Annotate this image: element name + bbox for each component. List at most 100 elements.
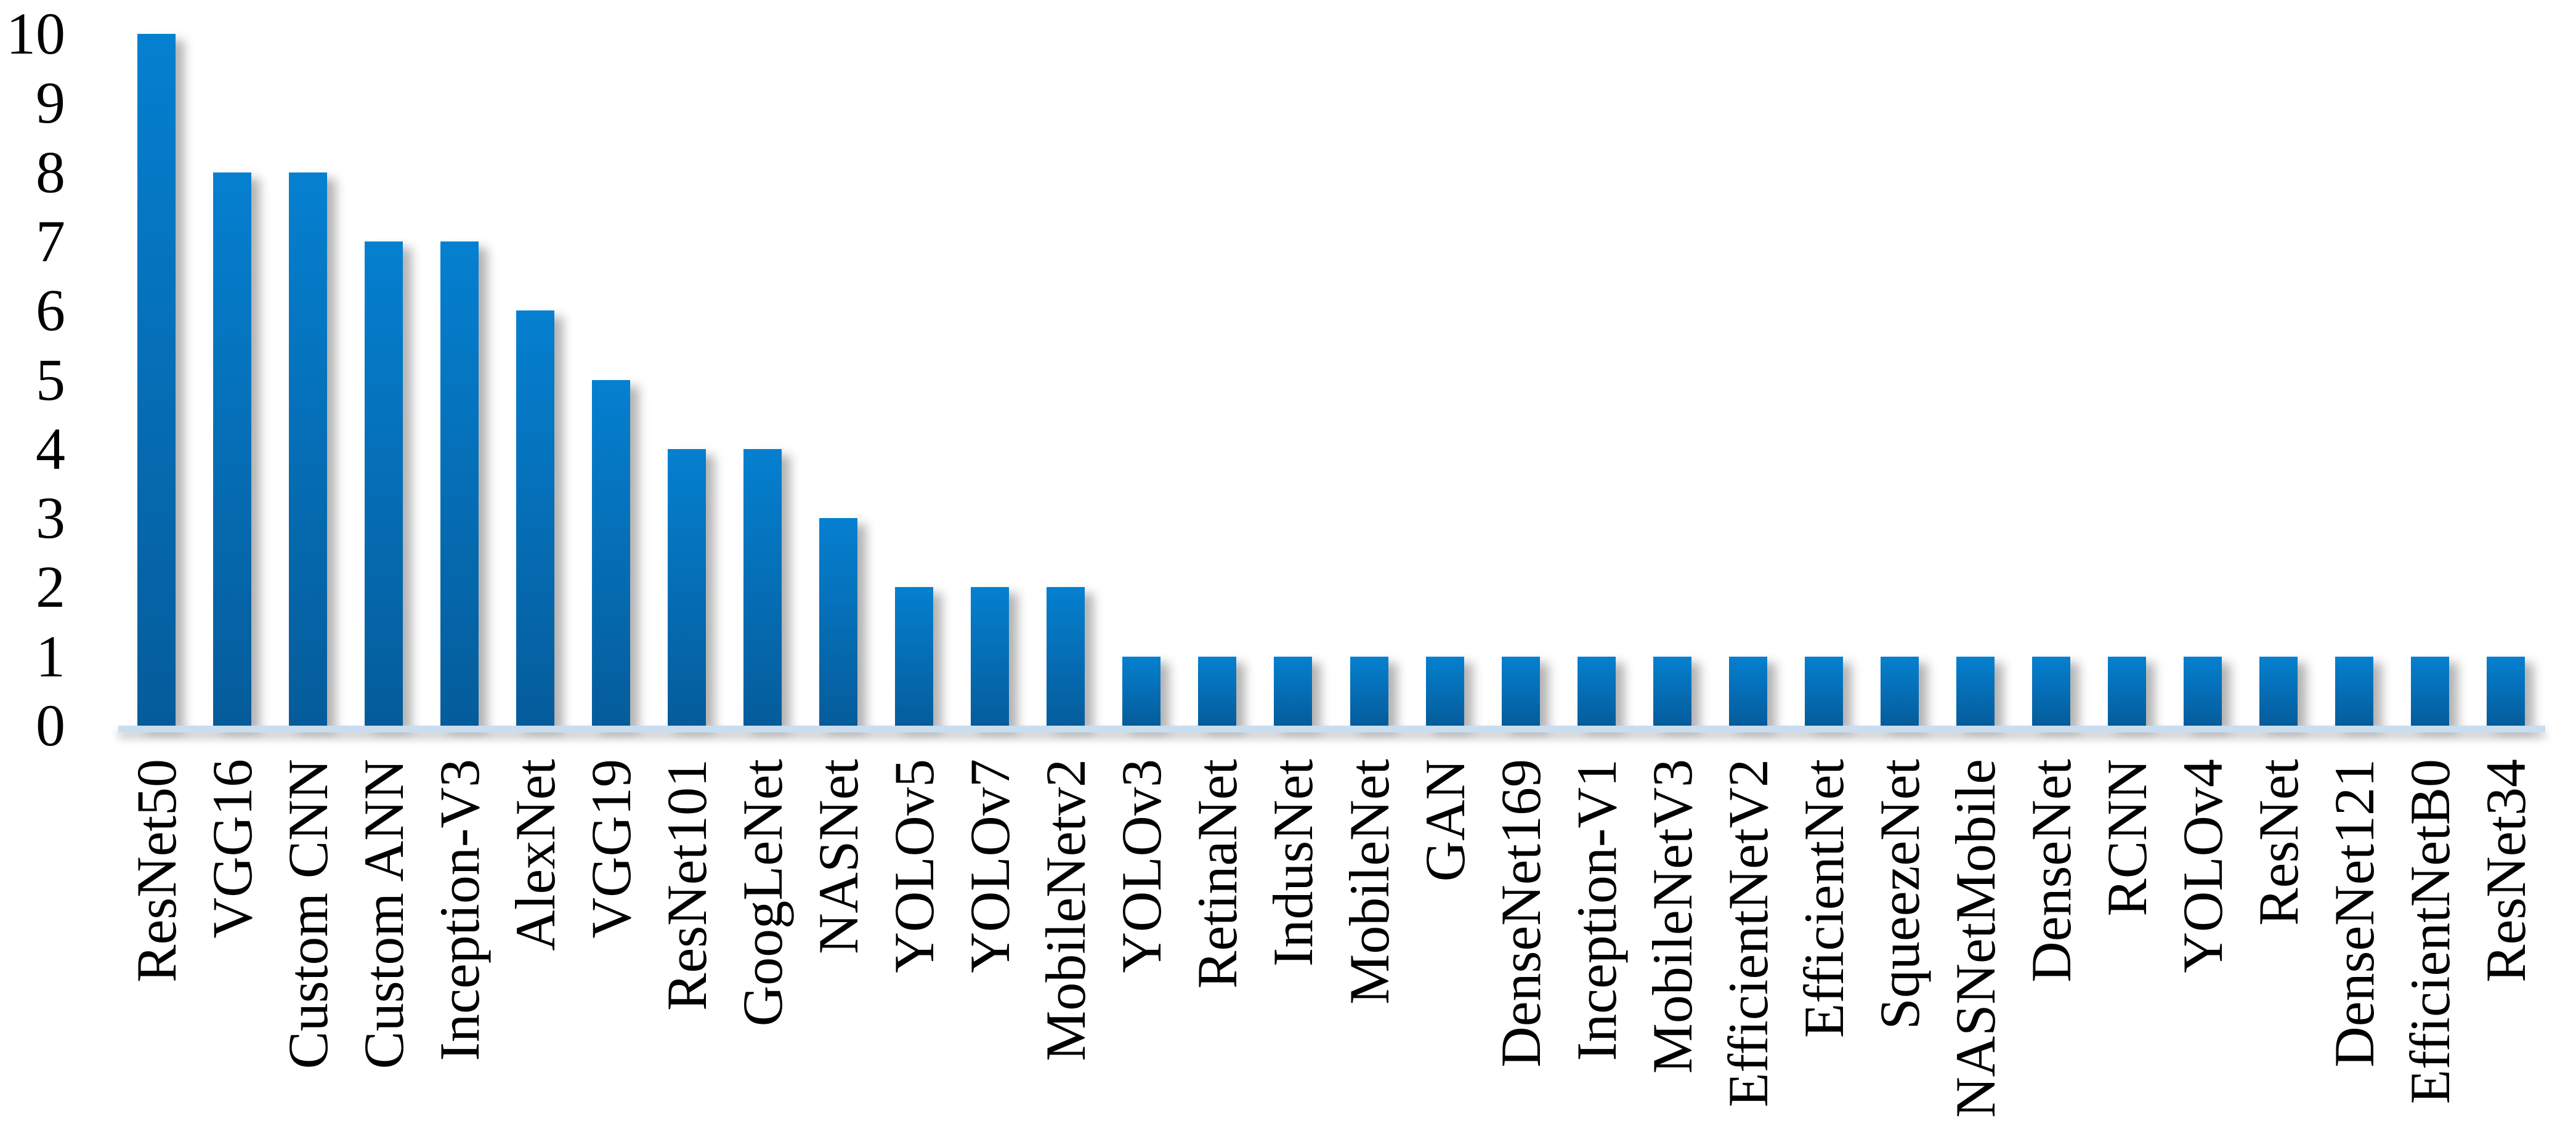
bar-NASNet — [819, 518, 858, 726]
bar-slot — [421, 34, 497, 726]
bar-ResNet101 — [667, 448, 706, 726]
bar-Custom ANN — [364, 241, 403, 726]
x-label-slot: ResNet — [2241, 759, 2317, 1138]
x-label-slot: GAN — [1407, 759, 1483, 1138]
x-label-slot: MobileNet — [1331, 759, 1407, 1138]
x-label-slot: IndusNet — [1255, 759, 1331, 1138]
x-tick-label: SqueezeNet — [1868, 759, 1931, 1030]
x-tick-label: Inception-V1 — [1565, 759, 1628, 1061]
x-tick-label: Inception-V3 — [427, 759, 491, 1061]
x-label-slot: RCNN — [2089, 759, 2165, 1138]
x-label-slot: VGG19 — [573, 759, 649, 1138]
x-tick-label: MobileNetv2 — [1034, 759, 1098, 1061]
bar-slot — [194, 34, 270, 726]
y-tick-label: 9 — [36, 70, 65, 136]
x-label-slot: EfficientNet — [1786, 759, 1861, 1138]
bar-slot — [1710, 34, 1786, 726]
bar-slot — [649, 34, 724, 726]
bar-slot — [2468, 34, 2544, 726]
x-label-slot: EfficientNetB0 — [2392, 759, 2468, 1138]
x-tick-label: EfficientNetV2 — [1716, 759, 1780, 1108]
y-tick-label: 2 — [36, 554, 65, 620]
bar-slot — [2241, 34, 2317, 726]
x-label-slot: DenseNet — [2014, 759, 2089, 1138]
x-label-slot: YOLOv5 — [877, 759, 952, 1138]
bar-Custom CNN — [288, 172, 327, 726]
bar-MobileNetV3 — [1653, 656, 1691, 726]
x-tick-label: YOLOv7 — [958, 759, 1022, 973]
bar-EfficientNet — [1804, 656, 1843, 726]
bar-slot — [1634, 34, 1710, 726]
bar-EfficientNetV2 — [1728, 656, 1767, 726]
bar-ResNet — [2259, 656, 2298, 726]
bar-RCNN — [2108, 656, 2147, 726]
bar-slot — [877, 34, 952, 726]
x-tick-label: DenseNet169 — [1489, 759, 1552, 1068]
y-tick-label: 6 — [36, 277, 65, 344]
y-tick-label: 7 — [36, 208, 65, 274]
y-axis: 0 1 2 3 4 5 6 7 8 9 10 — [0, 4, 69, 755]
x-tick-label: EfficientNet — [1792, 759, 1855, 1038]
x-tick-label: NASNet — [807, 759, 870, 954]
x-label-slot: YOLOv7 — [952, 759, 1028, 1138]
x-label-slot: DenseNet121 — [2317, 759, 2392, 1138]
x-tick-label: YOLOv3 — [1110, 759, 1173, 973]
x-label-slot: SqueezeNet — [1861, 759, 1937, 1138]
bar-DenseNet169 — [1501, 656, 1540, 726]
bar-GoogLeNet — [743, 448, 782, 726]
x-label-slot: DenseNet169 — [1483, 759, 1558, 1138]
bar-DenseNet121 — [2335, 656, 2374, 726]
bar-slot — [1180, 34, 1255, 726]
bar-YOLOv7 — [971, 587, 1010, 726]
x-label-slot: YOLOv4 — [2165, 759, 2241, 1138]
x-tick-label: VGG19 — [579, 759, 642, 939]
bar-slot — [1407, 34, 1483, 726]
x-label-slot: RetinaNet — [1180, 759, 1255, 1138]
x-label-slot: Inception-V3 — [421, 759, 497, 1138]
bar-slot — [2317, 34, 2392, 726]
bar-VGG19 — [591, 379, 630, 726]
bar-Inception-V3 — [440, 241, 479, 726]
x-tick-label: GoogLeNet — [731, 759, 795, 1027]
bar-slot — [2089, 34, 2165, 726]
x-label-slot: MobileNetV3 — [1634, 759, 1710, 1138]
plot-area — [118, 34, 2544, 726]
x-label-slot: MobileNetv2 — [1028, 759, 1104, 1138]
bar-slot — [270, 34, 346, 726]
x-label-slot: NASNet — [801, 759, 877, 1138]
x-tick-label: IndusNet — [1262, 759, 1325, 967]
x-tick-label: DenseNet — [2020, 759, 2083, 983]
x-label-slot: GoogLeNet — [725, 759, 801, 1138]
bar-IndusNet — [1274, 656, 1313, 726]
bar-slot — [497, 34, 573, 726]
bar-slot — [573, 34, 649, 726]
bar-slot — [1938, 34, 2014, 726]
bar-slot — [1255, 34, 1331, 726]
y-tick-label: 4 — [36, 415, 65, 482]
x-label-slot: EfficientNetV2 — [1710, 759, 1786, 1138]
bar-ResNet50 — [137, 34, 176, 726]
x-tick-label: Custom CNN — [276, 759, 339, 1069]
y-tick-label: 3 — [36, 485, 65, 551]
bar-ResNet34 — [2487, 656, 2525, 726]
bar-slot — [1786, 34, 1861, 726]
y-tick-label: 10 — [6, 1, 65, 67]
bar-MobileNetv2 — [1047, 587, 1085, 726]
bar-slot — [2165, 34, 2241, 726]
bar-VGG16 — [213, 172, 251, 726]
x-label-slot: ResNet101 — [649, 759, 724, 1138]
x-label-slot: Inception-V1 — [1558, 759, 1634, 1138]
bar-DenseNet — [2032, 656, 2071, 726]
x-tick-label: MobileNet — [1337, 759, 1401, 1005]
bar-RetinaNet — [1198, 656, 1237, 726]
x-tick-label: YOLOv5 — [883, 759, 946, 973]
x-label-slot: ResNet34 — [2468, 759, 2544, 1138]
bar-slot — [1104, 34, 1180, 726]
bar-YOLOv5 — [895, 587, 934, 726]
bar-MobileNet — [1350, 656, 1388, 726]
x-tick-label: ResNet — [2247, 759, 2311, 926]
y-tick-label: 8 — [36, 139, 65, 205]
bar-YOLOv4 — [2184, 656, 2222, 726]
x-tick-label: RCNN — [2096, 759, 2159, 917]
